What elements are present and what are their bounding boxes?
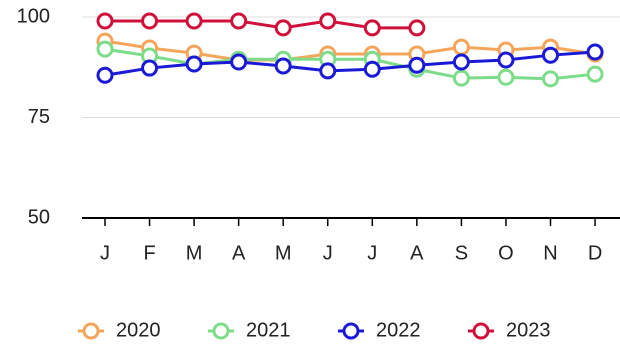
- data-point: [586, 65, 604, 83]
- x-tick-label: A: [410, 242, 424, 264]
- legend-swatch: [472, 322, 490, 340]
- data-point: [497, 68, 515, 86]
- data-point: [185, 55, 203, 73]
- data-point: [408, 19, 426, 37]
- y-tick-label: 50: [28, 206, 50, 228]
- data-point: [185, 12, 203, 30]
- x-tick-label: N: [543, 242, 557, 264]
- x-tick-label: D: [588, 242, 602, 264]
- data-point: [319, 62, 337, 80]
- data-point: [542, 70, 559, 88]
- data-point: [274, 57, 292, 75]
- data-point: [96, 66, 114, 84]
- y-tick-label: 75: [28, 106, 50, 128]
- legend-label: 2020: [116, 319, 161, 341]
- data-point: [319, 12, 337, 30]
- data-point: [452, 69, 470, 87]
- data-point: [363, 19, 381, 37]
- x-tick-label: F: [143, 242, 155, 264]
- data-point: [542, 46, 559, 64]
- data-point: [141, 59, 159, 77]
- x-tick-label: J: [100, 242, 110, 264]
- legend-swatch: [212, 322, 230, 340]
- x-tick-label: J: [323, 242, 333, 264]
- x-tick-label: M: [186, 242, 203, 264]
- legend-label: 2023: [506, 319, 551, 341]
- legend-label: 2022: [376, 319, 421, 341]
- x-tick-label: M: [275, 242, 292, 264]
- data-point: [274, 19, 292, 37]
- x-tick-label: S: [455, 242, 468, 264]
- data-point: [363, 60, 381, 78]
- legend-swatch: [82, 322, 100, 340]
- data-point: [586, 43, 604, 61]
- x-tick-label: O: [498, 242, 514, 264]
- data-point: [452, 38, 470, 56]
- data-point: [452, 53, 470, 71]
- legend-swatch: [342, 322, 360, 340]
- legend-label: 2021: [246, 319, 291, 341]
- data-point: [408, 56, 426, 74]
- data-point: [96, 12, 114, 30]
- data-point: [497, 51, 515, 69]
- data-point: [230, 53, 248, 71]
- y-tick-label: 100: [17, 5, 50, 27]
- data-point: [141, 12, 159, 30]
- x-tick-label: A: [232, 242, 246, 264]
- data-point: [96, 40, 114, 58]
- x-tick-label: J: [367, 242, 377, 264]
- data-point: [230, 12, 248, 30]
